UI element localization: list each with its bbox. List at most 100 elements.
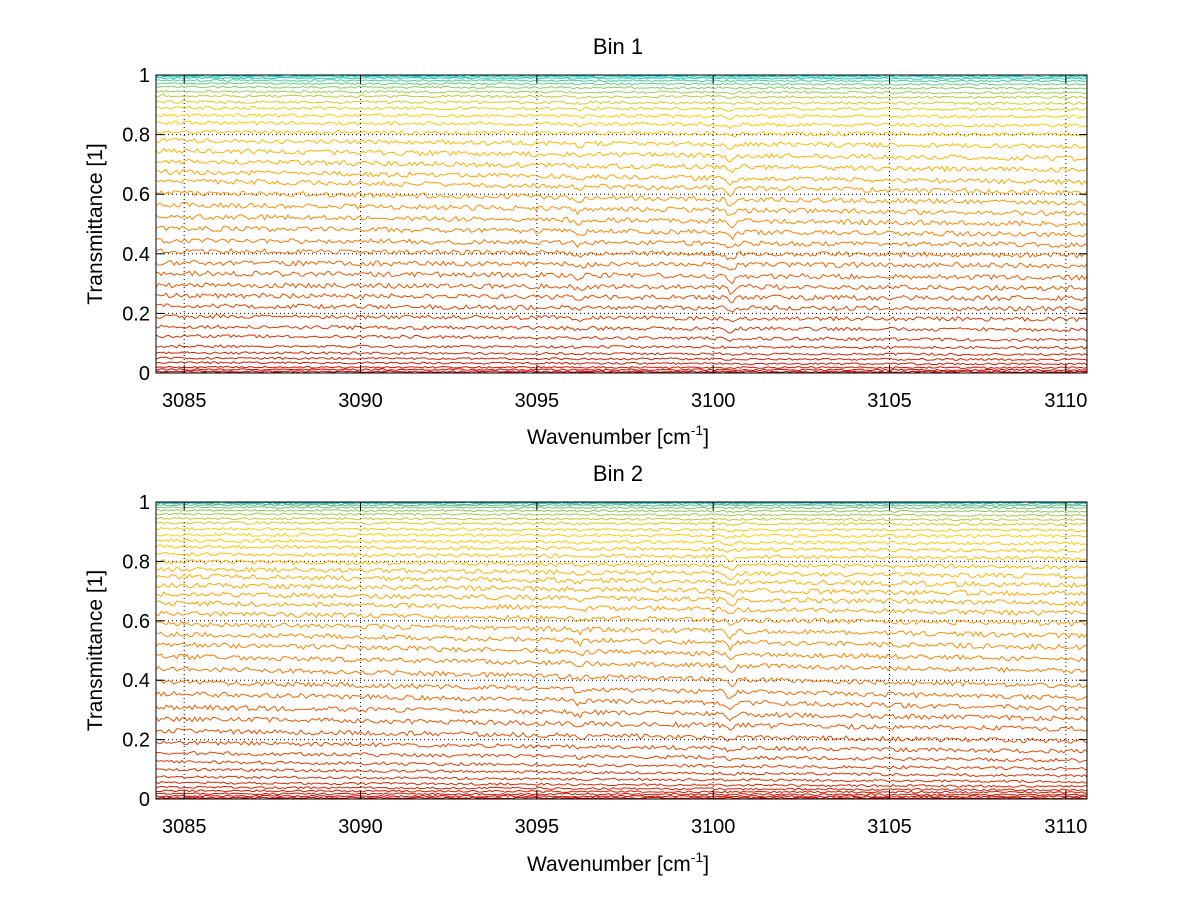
series-line [155,351,1088,357]
series-line [155,237,1088,249]
series-line [155,201,1088,217]
x-axis-label: Wavenumber [cm-1] [527,849,709,876]
series-line [155,690,1088,712]
series-line [155,775,1087,784]
x-axis-label-close: ] [703,853,709,876]
x-axis-label-close: ] [703,426,709,449]
series-line [155,558,1088,571]
series-line [155,333,1088,343]
y-tick-label: 0.4 [122,670,150,692]
y-tick-label: 1 [139,65,150,87]
series-line [155,544,1087,553]
series-line [155,248,1088,261]
series-line [155,512,1088,517]
series-line [155,516,1088,522]
x-tick-label: 3090 [338,816,383,838]
series-line [156,503,1087,507]
series-line [155,292,1088,304]
series-line [155,76,1088,80]
series-line [155,642,1088,663]
series-line [155,759,1088,771]
series-line [155,551,1088,563]
subplot-1: 3085 3090 3095 3100 3105 3110 0 0.2 0.4 0.6 0.8 1 Bi… [84,34,1088,449]
series-line [155,370,1088,374]
series-line [155,728,1088,744]
series-line [156,79,1088,83]
series-line [155,158,1088,174]
series-line [155,566,1088,580]
x-axis-label-superscript: -1 [691,849,704,865]
series-line [155,361,1088,366]
x-tick-label: 3105 [867,390,912,412]
series-line [155,260,1088,271]
series-line [155,282,1088,296]
x-axis-label-superscript: -1 [691,422,704,438]
series-line [155,81,1088,86]
series-line [155,781,1088,788]
series-line [155,213,1088,229]
y-tick-label: 0.8 [122,551,150,573]
series-line [155,99,1088,106]
series-line [155,169,1088,187]
x-axis-label-main: Wavenumber [cm [527,853,691,876]
series-line [155,190,1088,207]
series-line [155,740,1088,754]
series-line [155,178,1088,197]
series-line [155,270,1088,285]
y-tick-label: 0.6 [122,184,150,206]
series-line [155,324,1088,334]
x-tick-label: 3105 [867,816,912,838]
series-line [155,105,1088,112]
x-tick-label: 3095 [515,390,560,412]
y-tick-label: 0.2 [122,730,150,752]
series-line [155,591,1088,607]
x-tick-label: 3100 [691,816,736,838]
axes-frame [155,74,1088,374]
y-tick-label: 0.8 [122,125,150,147]
series-line [155,120,1088,130]
series-line [155,303,1088,313]
x-axis-label-main: Wavenumber [cm [527,426,691,449]
x-tick-label: 3100 [691,390,736,412]
series-line [155,225,1088,241]
series-line [155,344,1088,350]
series-line [155,94,1088,100]
series-line [155,368,1088,372]
series-line [155,600,1088,616]
series-line [155,89,1088,95]
chart-title: Bin 2 [593,461,643,486]
series-line [155,796,1088,800]
x-tick-label: 3090 [338,390,383,412]
y-tick-label: 0 [139,363,150,385]
x-tick-label: 3110 [1044,390,1087,412]
y-tick-label: 0.2 [122,303,150,325]
x-tick-label: 3095 [515,816,560,838]
series-line [155,113,1088,120]
series-line [155,532,1088,539]
series-line [155,582,1088,598]
series-line [155,365,1088,370]
series-line [156,789,1088,794]
series-line [155,85,1088,90]
axes-frame [155,501,1088,800]
series-line [155,621,1088,640]
series-line [155,767,1088,778]
series-line [155,704,1088,722]
series-line [155,137,1088,150]
y-tick-label: 0.4 [122,244,150,266]
series-line [155,665,1088,689]
series-line [155,356,1088,362]
x-axis-label: Wavenumber [cm-1] [527,422,709,449]
series-line [155,792,1088,797]
x-tick-label: 3110 [1044,816,1087,838]
y-tick-label: 0.6 [122,611,150,633]
series-line [155,610,1088,628]
series-line [155,75,1088,79]
series-line [155,785,1088,792]
chart-title: Bin 1 [593,34,643,59]
x-tick-label: 3085 [162,816,207,838]
series-line [155,679,1088,701]
series-line [155,538,1088,547]
series-line [155,506,1088,510]
